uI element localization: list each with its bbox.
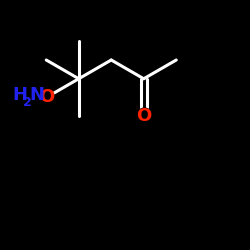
Text: H: H — [12, 86, 28, 104]
Text: 2: 2 — [23, 96, 32, 108]
Text: O: O — [136, 107, 152, 125]
Text: O: O — [38, 88, 54, 106]
Text: N: N — [30, 86, 44, 104]
